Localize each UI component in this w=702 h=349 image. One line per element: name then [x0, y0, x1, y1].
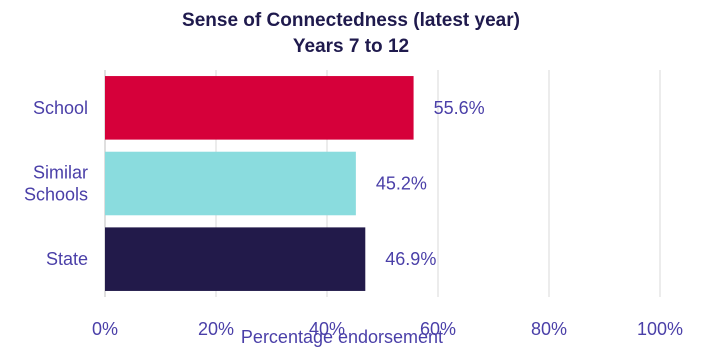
bar	[105, 76, 414, 140]
chart-title: Sense of Connectedness (latest year)	[182, 10, 520, 31]
x-tick-label: 40%	[309, 319, 345, 339]
chart-subtitle: Years 7 to 12	[293, 36, 409, 57]
x-tick-label: 60%	[420, 319, 456, 339]
bar	[105, 151, 356, 216]
bars	[105, 76, 414, 291]
bar	[105, 227, 366, 291]
x-tick-labels: 0% 20% 40% 60% 80% 100%	[92, 319, 683, 339]
category-label: Similar Schools	[24, 163, 88, 205]
data-label: 46.9%	[385, 249, 436, 269]
category-labels: School Similar Schools State	[24, 98, 88, 269]
x-axis-label: Percentage endorsement	[241, 327, 443, 347]
x-tick-label: 0%	[92, 319, 118, 339]
category-label: State	[46, 249, 88, 269]
data-label: 45.2%	[376, 174, 427, 194]
x-tick-label: 80%	[531, 319, 567, 339]
x-tick-label: 100%	[637, 319, 683, 339]
category-label: School	[33, 98, 88, 118]
data-label: 55.6%	[434, 98, 485, 118]
data-labels: 55.6% 45.2% 46.9%	[376, 98, 485, 269]
x-tick-label: 20%	[198, 319, 234, 339]
